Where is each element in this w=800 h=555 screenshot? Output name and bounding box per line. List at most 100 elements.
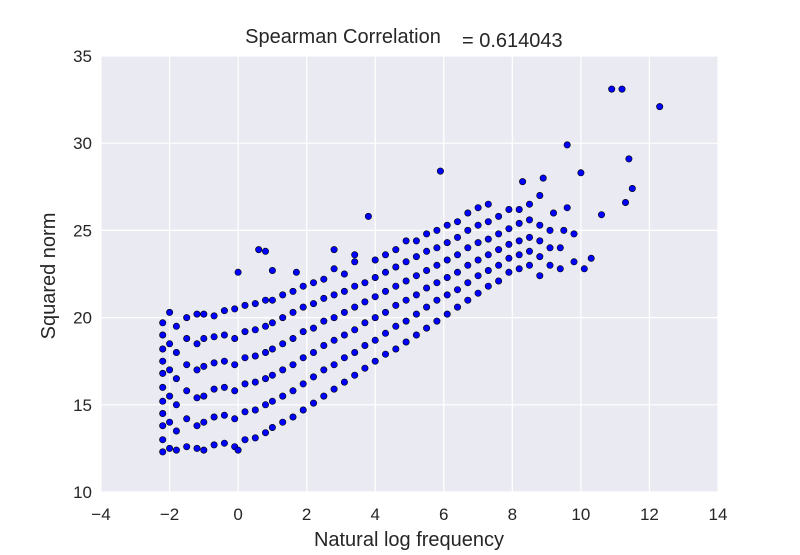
data-point (549, 209, 557, 217)
x-tick-label: −4 (91, 505, 110, 524)
data-point (309, 279, 317, 287)
data-point (423, 266, 431, 274)
data-point (402, 296, 410, 304)
data-point (309, 399, 317, 407)
data-point (453, 286, 461, 294)
data-point (371, 357, 379, 365)
y-tick-label: 20 (73, 309, 92, 328)
data-point (361, 364, 369, 372)
x-tick-label: 4 (370, 505, 379, 524)
data-point (183, 415, 191, 423)
data-point (546, 261, 554, 269)
data-point (656, 103, 664, 111)
data-point (166, 444, 174, 452)
data-point (251, 378, 259, 386)
data-point (392, 301, 400, 309)
data-point (361, 298, 369, 306)
data-point (320, 392, 328, 400)
data-point (234, 446, 242, 454)
data-point (330, 385, 338, 393)
x-axis-label: Natural log frequency (314, 529, 504, 550)
data-point (159, 319, 167, 327)
data-point (183, 443, 191, 451)
data-point (320, 275, 328, 283)
data-point (183, 334, 191, 342)
data-point (361, 341, 369, 349)
data-point (525, 200, 533, 208)
data-point (495, 230, 503, 238)
data-point (241, 436, 249, 444)
plot-background (101, 56, 718, 492)
data-point (261, 322, 269, 330)
data-point (580, 265, 588, 273)
data-point (495, 261, 503, 269)
data-point (474, 221, 482, 229)
data-point (371, 336, 379, 344)
data-point (474, 204, 482, 212)
data-point (292, 268, 300, 276)
data-point (453, 218, 461, 226)
x-tick-labels: −4 −2 0 2 4 6 8 10 12 14 (91, 505, 727, 524)
data-point (172, 401, 180, 409)
data-point (621, 199, 629, 207)
data-point (172, 427, 180, 435)
data-point (268, 345, 276, 353)
data-point (251, 300, 259, 308)
data-point (231, 387, 239, 395)
x-tick-label: 6 (439, 505, 448, 524)
data-point (268, 397, 276, 405)
data-point (351, 303, 359, 311)
data-point (443, 221, 451, 229)
data-point (289, 308, 297, 316)
data-point (241, 354, 249, 362)
data-point (159, 331, 167, 339)
data-point (546, 226, 554, 234)
data-point (484, 282, 492, 290)
data-point (412, 272, 420, 280)
data-point (279, 314, 287, 322)
data-point (412, 310, 420, 318)
data-point (625, 155, 633, 163)
data-point (279, 340, 287, 348)
data-point (299, 282, 307, 290)
data-point (402, 277, 410, 285)
data-point (261, 429, 269, 437)
data-point (536, 253, 544, 261)
data-point (279, 291, 287, 299)
data-point (210, 333, 218, 341)
data-point (618, 85, 626, 93)
data-point (340, 354, 348, 362)
data-point (556, 244, 564, 252)
y-axis-label: Squared norm (38, 213, 60, 340)
data-point (261, 348, 269, 356)
data-point (505, 254, 513, 262)
data-point (193, 340, 201, 348)
data-point (392, 263, 400, 271)
data-point (381, 287, 389, 295)
data-point (279, 366, 287, 374)
data-point (484, 235, 492, 243)
data-point (505, 225, 513, 233)
data-point (536, 192, 544, 200)
data-point (210, 441, 218, 449)
data-point (159, 345, 167, 353)
y-tick-label: 25 (73, 221, 92, 240)
data-point (577, 169, 585, 177)
data-point (210, 359, 218, 367)
data-point (159, 383, 167, 391)
data-point (210, 413, 218, 421)
data-point (172, 375, 180, 383)
x-tick-label: 2 (302, 505, 311, 524)
data-point (412, 291, 420, 299)
data-point (330, 314, 338, 322)
data-point (220, 307, 228, 315)
data-point (443, 256, 451, 264)
data-point (330, 361, 338, 369)
data-point (515, 237, 523, 245)
data-point (231, 415, 239, 423)
data-point (330, 291, 338, 299)
data-point (546, 244, 554, 252)
data-point (587, 254, 595, 262)
data-point (309, 324, 317, 332)
